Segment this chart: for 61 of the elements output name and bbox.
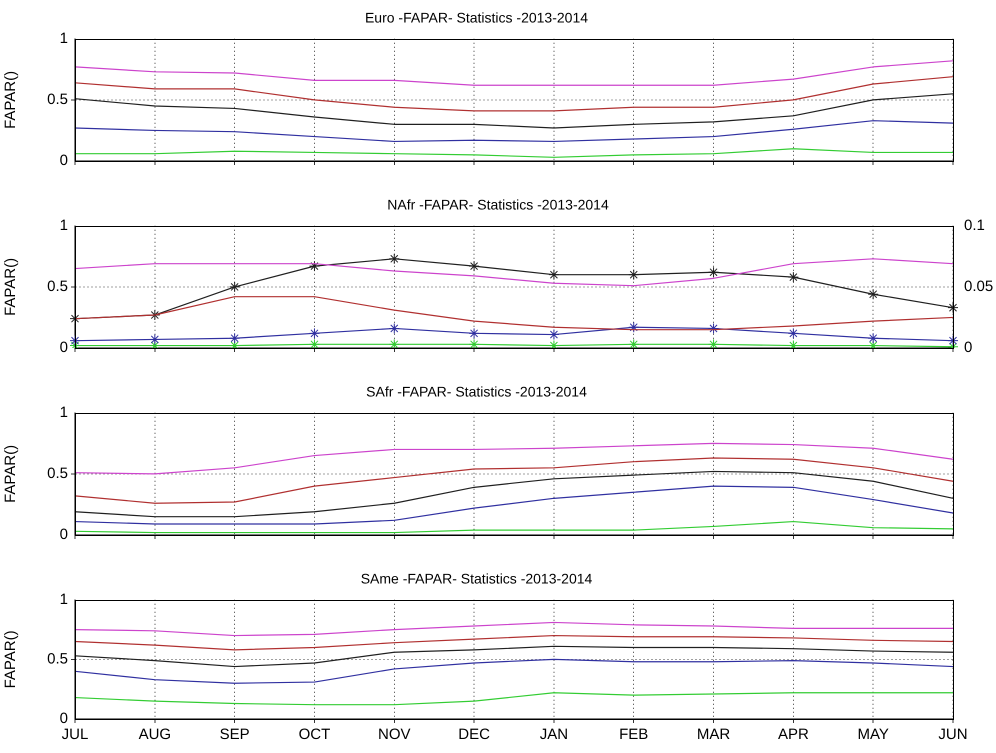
point xyxy=(229,281,240,292)
point xyxy=(948,335,958,346)
y-tick-label: 1 xyxy=(60,30,68,47)
x-tick-label: JUL xyxy=(62,726,88,744)
y-tick-label: 0 xyxy=(60,152,68,170)
y2-tick-label: 0.05 xyxy=(964,278,994,296)
y-axis-title: FAPAR() xyxy=(2,258,20,316)
point xyxy=(708,266,720,278)
chart-title: SAfr -FAPAR- Statistics -2013-2014 xyxy=(366,383,588,400)
y-tick-label: 0 xyxy=(60,339,68,356)
x-tick-label: DEC xyxy=(458,726,490,744)
x-tick-label: MAR xyxy=(696,726,730,744)
point xyxy=(708,338,720,348)
point xyxy=(388,253,400,264)
point xyxy=(628,269,640,280)
y-axis-title: FAPAR() xyxy=(2,444,20,503)
point xyxy=(308,260,320,272)
y-axis-title: FAPAR() xyxy=(2,70,20,129)
x-tick-label: JAN xyxy=(540,726,568,744)
x-tick-label: NOV xyxy=(378,726,411,744)
y-tick-label: 0 xyxy=(60,710,68,728)
chart-title: SAme -FAPAR- Statistics -2013-2014 xyxy=(360,570,593,586)
x-tick-label: MAY xyxy=(857,726,889,744)
point xyxy=(70,313,80,324)
point xyxy=(468,260,480,272)
point xyxy=(70,335,80,346)
point xyxy=(468,328,480,339)
point xyxy=(388,338,400,348)
x-tick-label: SEP xyxy=(220,726,250,744)
y-tick-label: 0.5 xyxy=(47,465,68,482)
point xyxy=(948,302,958,314)
x-tick-label: AUG xyxy=(138,726,172,744)
point xyxy=(308,338,320,348)
point xyxy=(788,272,799,283)
y-tick-label: 0.5 xyxy=(47,650,68,668)
point xyxy=(308,328,320,339)
point xyxy=(868,332,879,344)
point xyxy=(868,288,879,300)
chart-title: NAfr -FAPAR- Statistics -2013-2014 xyxy=(387,196,609,212)
chart-title: Euro -FAPAR- Statistics -2013-2014 xyxy=(364,9,588,26)
point xyxy=(708,322,720,334)
point xyxy=(468,338,480,348)
y-tick-label: 0.5 xyxy=(47,91,68,108)
y2-tick-label: 0.1 xyxy=(964,216,985,234)
point xyxy=(628,322,640,333)
point xyxy=(548,269,560,280)
y-axis-title: FAPAR() xyxy=(2,630,20,688)
y-tick-label: 0.5 xyxy=(47,278,68,296)
y-tick-label: 1 xyxy=(60,590,68,608)
x-tick-label: OCT xyxy=(298,726,330,744)
y-tick-label: 1 xyxy=(60,216,68,234)
point xyxy=(229,332,240,344)
y-tick-label: 1 xyxy=(60,404,68,421)
point xyxy=(788,328,799,339)
x-tick-label: JUN xyxy=(938,726,968,744)
y2-tick-label: 0 xyxy=(964,339,972,356)
x-tick-label: FEB xyxy=(619,726,648,744)
point xyxy=(628,338,640,348)
y-tick-label: 0 xyxy=(60,526,68,544)
point xyxy=(388,322,400,334)
x-tick-label: APR xyxy=(778,726,809,744)
